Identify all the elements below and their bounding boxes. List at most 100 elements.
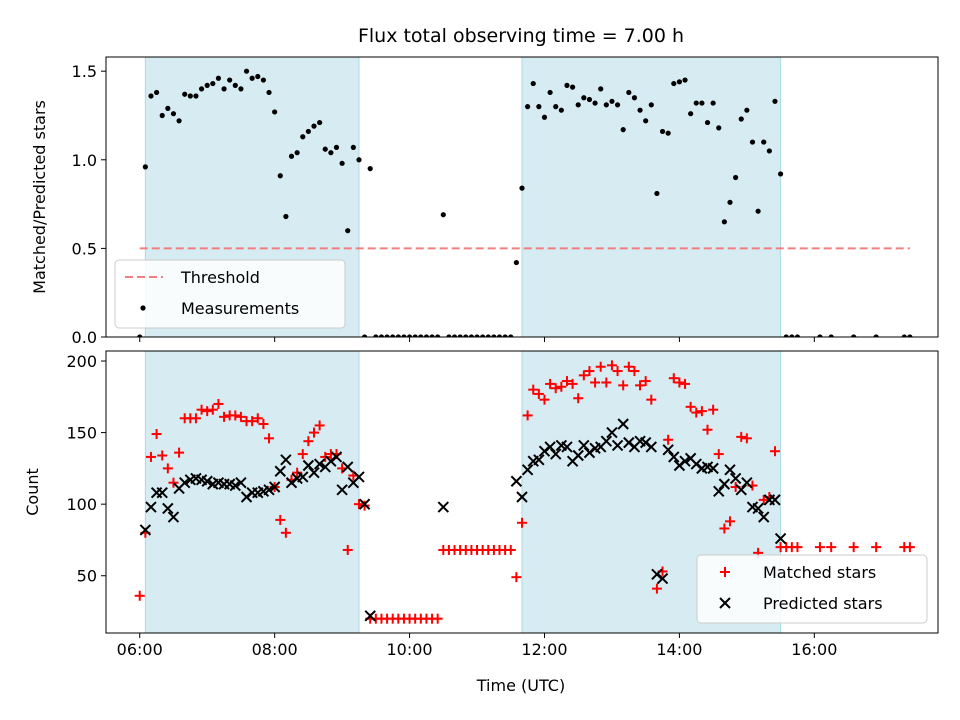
measurement-point	[412, 334, 418, 337]
measurement-point	[294, 150, 300, 156]
predicted-star-point	[611, 439, 624, 452]
predicted-star-point	[572, 449, 584, 462]
matched-star-point	[190, 413, 201, 424]
measurement-point	[631, 95, 638, 101]
matched-star-point	[702, 424, 713, 435]
matched-star-point	[573, 393, 584, 404]
measurement-point	[598, 86, 604, 92]
legend: Threshold Measurements	[114, 259, 346, 329]
cross-b	[774, 532, 787, 545]
measurement-point	[755, 208, 761, 214]
measurement-point	[907, 334, 913, 337]
matched-star-point	[230, 410, 241, 421]
measurement-point	[716, 125, 722, 131]
measurement-point	[165, 105, 171, 111]
predicted-star-point	[308, 466, 320, 479]
cross-b	[190, 472, 202, 485]
measurement-point	[777, 171, 784, 177]
predicted-star-point	[302, 459, 315, 472]
measurement-point	[643, 118, 649, 124]
matched-star-point	[533, 388, 544, 399]
matched-star-point	[792, 542, 803, 553]
y-tick-label: 1.0	[72, 151, 97, 170]
measurement-point	[463, 334, 469, 337]
cross-b	[156, 487, 168, 499]
measurement-point	[339, 160, 345, 166]
cross-b	[358, 498, 371, 510]
matched-star-point	[151, 429, 162, 440]
matched-star-point	[584, 366, 595, 377]
matched-star-point	[545, 378, 556, 389]
predicted-star-point	[561, 441, 573, 453]
measurement-point	[491, 334, 497, 337]
matched-star-point	[736, 431, 747, 442]
legend-cross-b	[719, 597, 731, 609]
measurement-point	[300, 134, 306, 140]
predicted-star-point	[201, 475, 213, 487]
matched-star-point	[713, 449, 724, 460]
cross-b	[521, 464, 534, 476]
predicted-star-point	[510, 475, 523, 487]
measurement-point	[406, 334, 413, 337]
matched-star-point	[696, 406, 707, 417]
measurement-point	[710, 100, 716, 106]
matched-star-point	[517, 517, 527, 528]
measurement-point	[558, 107, 564, 113]
matched-star-point	[247, 416, 258, 427]
predicted-star-point	[578, 439, 590, 452]
predicted-star-point	[606, 426, 618, 439]
cross-b	[302, 459, 315, 472]
measurement-point	[474, 334, 480, 337]
measurement-point	[575, 102, 581, 108]
legend-box	[696, 554, 928, 624]
cross-b	[353, 471, 365, 483]
cross-b	[235, 476, 247, 489]
cross-b	[679, 455, 691, 467]
legend-entry-label: Threshold	[180, 268, 260, 287]
measurement-point	[350, 144, 356, 150]
cross-b	[330, 451, 343, 463]
predicted-star-point	[645, 441, 658, 453]
cross-b	[516, 491, 528, 503]
measurement-point	[693, 100, 699, 106]
figure-title: Flux total observing time = 7.00 h	[358, 25, 684, 47]
legend: Matched stars Predicted stars	[696, 554, 928, 624]
predicted-star-point	[656, 572, 669, 585]
cross-b	[268, 481, 281, 493]
matched-star-point	[297, 449, 308, 460]
predicted-star-point	[280, 454, 292, 466]
cross-b	[145, 501, 157, 513]
matched-star-point	[635, 380, 646, 391]
measurement-point	[721, 219, 727, 225]
measurement-point	[659, 128, 666, 135]
cross-b	[139, 524, 152, 536]
measurement-point	[536, 104, 542, 110]
matched-star-point	[674, 377, 685, 388]
cross-b	[769, 494, 781, 506]
matched-star-point	[162, 463, 173, 474]
measurement-point	[176, 118, 182, 124]
matched-star-point	[826, 542, 837, 553]
predicted-star-point	[358, 498, 371, 510]
matched-star-point	[196, 404, 207, 415]
matched-star-point	[741, 433, 752, 444]
cross-b	[342, 461, 354, 473]
predicted-star-point	[713, 485, 725, 497]
cross-b	[437, 501, 450, 513]
y-tick-label: 1.5	[72, 62, 97, 81]
measurement-point	[221, 86, 227, 92]
matched-star-point	[264, 433, 275, 444]
predicted-star-point	[600, 435, 613, 447]
measurement-point	[761, 139, 767, 145]
measurement-point	[873, 334, 879, 337]
y-tick-label: 150	[66, 424, 97, 443]
measurement-point	[772, 98, 778, 104]
predicted-star-point	[167, 511, 180, 523]
predicted-star-point	[729, 472, 742, 485]
measurement-point	[738, 116, 744, 122]
y-tick-label: 100	[66, 495, 97, 514]
matched-star-point	[578, 370, 589, 381]
matched-star-point	[134, 590, 145, 601]
measurement-point	[288, 153, 295, 159]
measurement-point	[142, 164, 148, 170]
